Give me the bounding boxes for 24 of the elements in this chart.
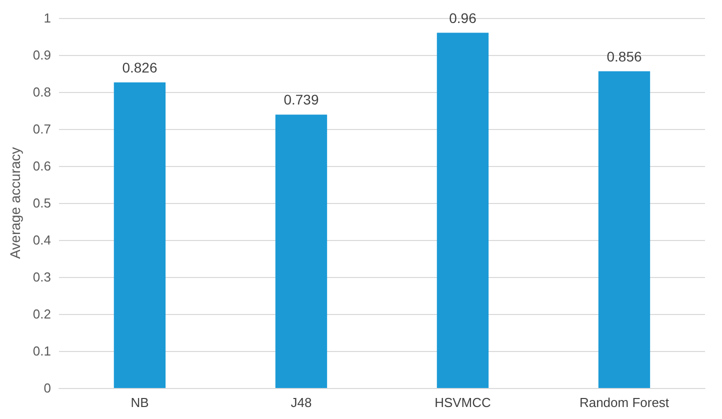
y-tick-label: 0.7 — [32, 122, 51, 136]
y-tick-label: 0.3 — [32, 270, 51, 284]
bar — [598, 71, 650, 388]
y-tick-label: 0.8 — [32, 84, 51, 100]
bar — [275, 114, 328, 388]
y-axis-title: Average accuracy — [7, 147, 23, 259]
y-tick-label: 0.2 — [32, 306, 51, 322]
y-tick-label: 0.5 — [32, 196, 51, 210]
data-label: 0.826 — [122, 59, 158, 76]
data-label: 0.856 — [606, 48, 642, 64]
data-label: 0.739 — [284, 92, 319, 108]
y-tick-label: 0.6 — [32, 158, 51, 174]
x-tick-label: J48 — [290, 395, 312, 410]
y-tick-label: 0.9 — [32, 48, 51, 62]
y-tick-label: 0.4 — [32, 232, 51, 248]
y-tick-label: 0.1 — [32, 344, 51, 358]
bar — [114, 82, 166, 388]
x-tick-label: NB — [130, 395, 149, 410]
y-tick-label: 0 — [44, 380, 51, 396]
bar — [436, 32, 489, 388]
x-tick-label: Random Forest — [579, 395, 670, 410]
y-tick-label: 1 — [44, 10, 51, 26]
data-label: 0.96 — [449, 10, 477, 26]
x-tick-label: HSVMCC — [434, 395, 491, 410]
